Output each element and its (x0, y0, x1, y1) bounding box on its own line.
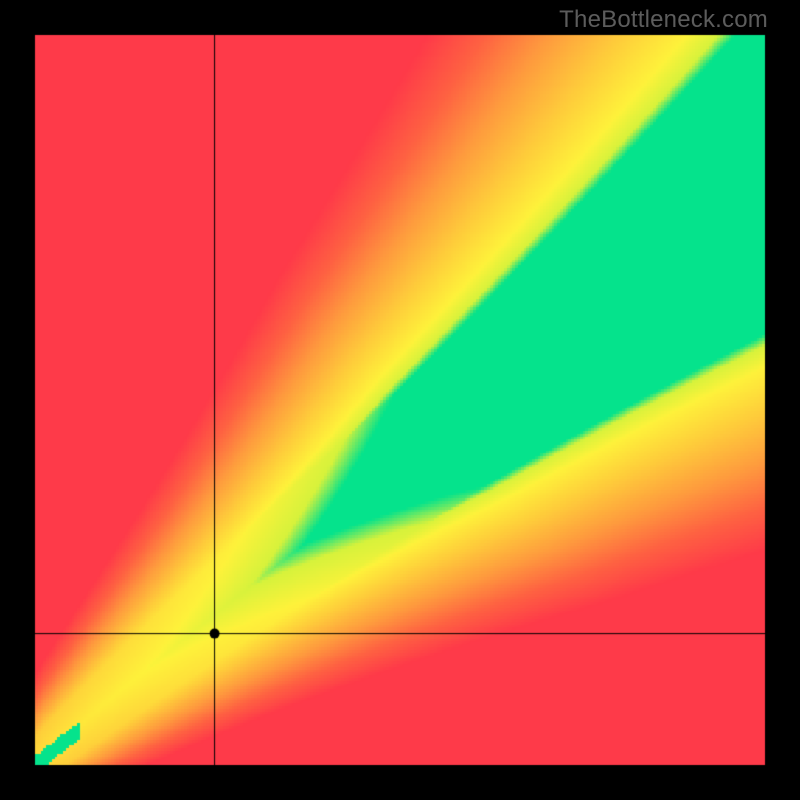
bottleneck-heatmap (0, 0, 800, 800)
watermark-text: TheBottleneck.com (559, 6, 768, 34)
figure-container: TheBottleneck.com (0, 0, 800, 800)
